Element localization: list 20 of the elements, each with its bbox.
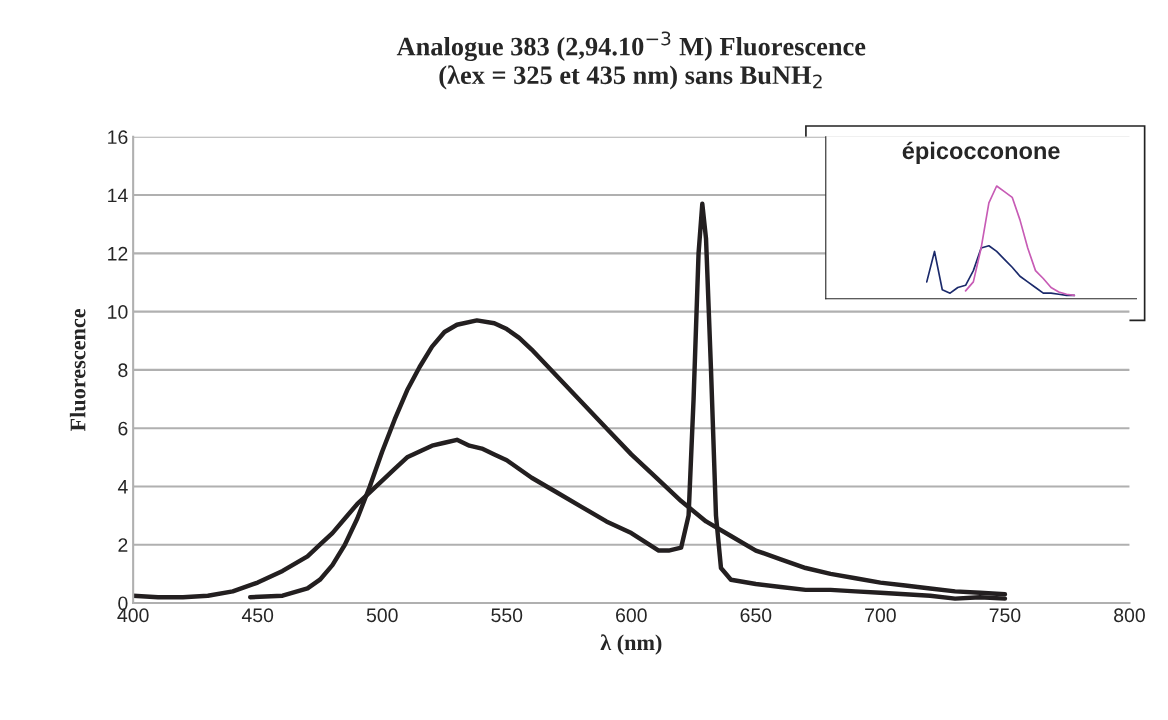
y-axis-title: Fluorescence: [69, 308, 86, 432]
x-tick-label: 750: [989, 608, 1021, 623]
y-tick-label: 8: [118, 363, 128, 378]
y-tick-label: 14: [108, 188, 128, 203]
y-tick-label: 4: [117, 480, 128, 494]
y-tick-label: 2: [118, 538, 128, 552]
y-tick-label: 12: [108, 246, 128, 261]
y-tick-label: 10: [108, 305, 128, 319]
x-axis-title: λ (nm): [600, 634, 662, 655]
x-tick-label: 550: [491, 608, 523, 623]
chart-title: Analogue 383 (2,94.10$^{−3}$ M) Fluorescence (λex = 325 et 435 nm) sans BuNH$_{2}$: [396, 31, 866, 90]
x-tick-label: 500: [366, 608, 398, 623]
x-tick-label: 650: [740, 608, 772, 623]
chart-title: épicocconone: [902, 141, 1060, 164]
y-tick-label: 6: [118, 421, 128, 436]
x-tick-label: 450: [241, 608, 274, 623]
y-tick-label: 16: [108, 130, 128, 145]
x-tick-label: 700: [865, 608, 896, 623]
x-tick-label: 800: [1114, 608, 1145, 623]
x-tick-label: 600: [616, 608, 647, 623]
